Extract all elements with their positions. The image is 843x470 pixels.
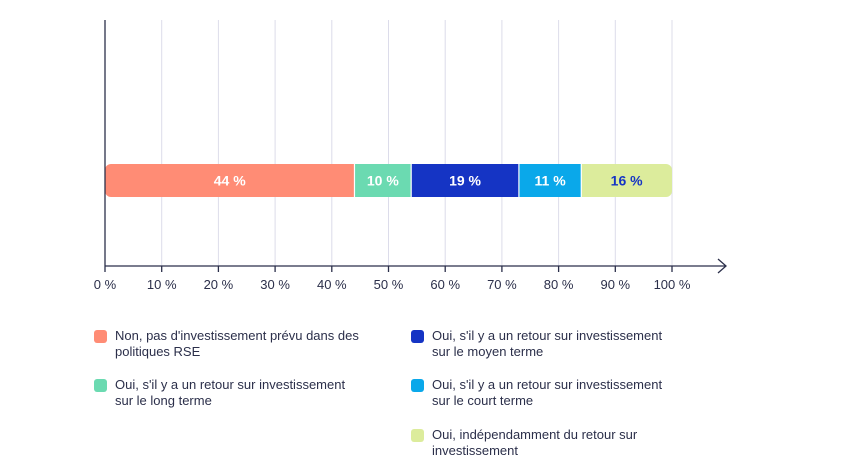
x-tick-label: 50 % — [374, 277, 404, 292]
x-tick-label: 100 % — [654, 277, 691, 292]
bar-value-label: 10 % — [367, 173, 399, 189]
x-tick-label: 60 % — [430, 277, 460, 292]
x-tick-label: 30 % — [260, 277, 290, 292]
x-tick-label: 80 % — [544, 277, 574, 292]
x-tick-label: 0 % — [94, 277, 117, 292]
bar-labels: 44 % 10 % 19 % 11 % 16 % — [214, 173, 643, 189]
bar-value-label: 11 % — [535, 173, 567, 189]
x-tick-label: 20 % — [204, 277, 234, 292]
bar-value-label: 44 % — [214, 173, 246, 189]
x-tick-label: 90 % — [600, 277, 630, 292]
x-tick-label: 70 % — [487, 277, 517, 292]
bar-segment-0 — [105, 164, 355, 197]
bar-segment-3 — [518, 164, 582, 197]
axes — [104, 20, 727, 274]
bar-segment-4 — [581, 164, 672, 197]
x-tick-label: 40 % — [317, 277, 347, 292]
bar-group — [105, 164, 672, 197]
bar-value-label: 19 % — [449, 173, 481, 189]
bar-segments — [105, 164, 672, 197]
bar-segment-1 — [354, 164, 412, 197]
x-tick-label: 10 % — [147, 277, 177, 292]
x-tick-labels: 0 % 10 % 20 % 30 % 40 % 50 % 60 % 70 % 80 % 90 % 1… — [94, 277, 691, 292]
bar-segment-2 — [411, 164, 520, 197]
bar-value-label: 16 % — [611, 173, 643, 189]
gridlines — [161, 20, 673, 266]
x-axis-arrow-icon — [717, 258, 727, 274]
